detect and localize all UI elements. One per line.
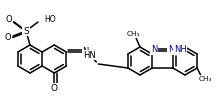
Text: CH₃: CH₃ [126,31,140,37]
Text: N: N [82,47,89,56]
Text: HO: HO [44,15,56,24]
Text: N: N [151,46,157,55]
Text: HN: HN [83,51,96,59]
Text: N: N [168,46,174,55]
Text: O: O [51,83,58,92]
Text: NH: NH [174,46,187,55]
Text: O: O [5,34,11,43]
Text: S: S [23,27,29,36]
Text: O: O [6,15,12,24]
Text: CH₃: CH₃ [198,76,212,82]
